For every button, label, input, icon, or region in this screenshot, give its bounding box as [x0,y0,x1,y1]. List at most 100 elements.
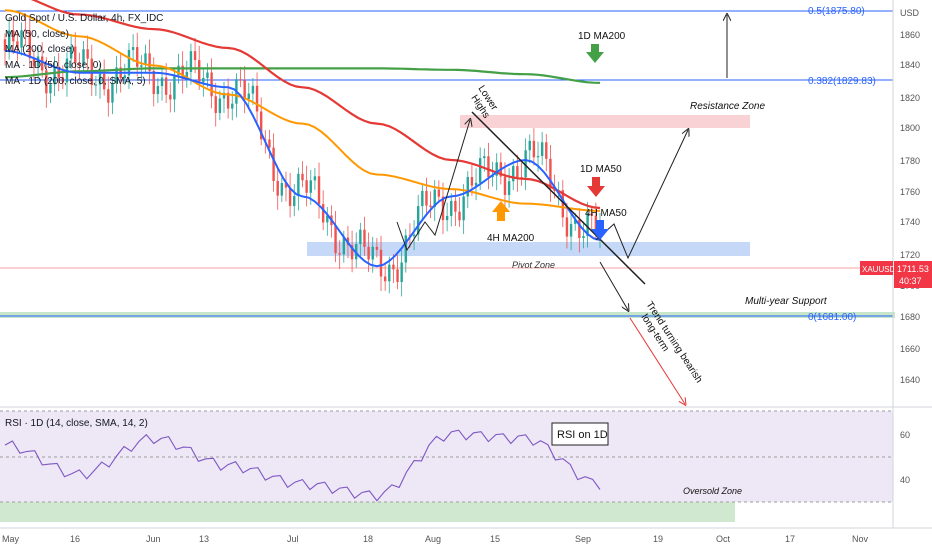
rsi-on-1d-box [551,422,609,446]
candle-body [115,67,118,84]
candle-body [131,47,135,50]
candle-body [586,213,589,237]
symbol-title: Gold Spot / U.S. Dollar, 4h, FX_IDC [5,13,163,24]
candle-body [78,63,81,66]
time-axis[interactable]: May 16 Jun 13 Jul 18 Aug 15 Sep 19 Oct 1… [0,527,932,544]
candle-body [16,41,19,48]
candle-body [495,162,498,176]
candle-body [206,72,209,78]
projection-down-path [599,261,628,310]
candle-body [94,84,98,86]
candle-body [309,180,312,193]
candle-body [189,51,193,72]
ma50-1d-line [30,0,601,210]
candle-body [350,245,354,260]
candle-body [421,190,424,207]
candle-body [218,98,222,113]
candle-body [32,58,36,67]
candle-body [512,166,515,182]
candle-body [540,142,544,157]
ma200-4h-arrow-icon [492,201,510,221]
time-label-19: 19 [653,534,663,544]
candle-body [231,103,234,109]
candle-body [226,92,230,109]
ma200-4h-label: 4H MA200 [487,233,535,244]
candle-body [272,147,275,181]
candle-body [86,49,89,59]
candle-body [305,180,308,193]
candle-body [483,156,486,159]
ma50-4h-line [4,49,601,268]
price-badge-tag [894,261,932,288]
candle-body [470,177,474,186]
candle-body [404,235,407,263]
candle-body [36,56,40,67]
candle-body [164,77,168,95]
price-tick-1800: 1800 [900,123,920,133]
symbol-badge[interactable]: XAUUSD 1711.53 40:37 [860,261,932,288]
rsi-on-1d-label: RSI on 1D [557,429,608,441]
candle-body [574,219,577,224]
candle-body [474,182,478,186]
drawings [396,15,727,404]
candle-body [111,83,114,103]
resistance-zone-label: Resistance Zone [690,101,765,112]
candle-body [123,75,127,79]
candle-body [169,94,172,100]
candle-body [297,173,300,197]
oversold-zone [0,502,735,522]
lower-highs-trendline [471,111,646,285]
candle-body [536,156,540,158]
pivot-zone [307,242,750,256]
candle-body [20,30,23,48]
candle-body [478,158,482,183]
price-tick-1760: 1760 [900,187,920,197]
candle-body [173,75,176,100]
candle-body [317,176,321,205]
candle-body [416,206,420,235]
candle-body [321,204,325,223]
candle-body [53,67,56,85]
candle-body [144,53,147,66]
candle-body [516,166,519,178]
price-tick-1860: 1860 [900,30,920,40]
candle-body [259,111,263,140]
pivot-zone-label: Pivot Zone [512,260,555,270]
candle-body [392,264,395,270]
candle-body [429,205,432,207]
fib-label-0: 0(1681.00) [808,312,856,323]
candle-body [160,77,164,87]
fib-levels: 0.5(1875.80) 0.382(1829.83) 0(1681.00) [0,6,893,323]
indicator-ma50-1d: MA · 1D (50, close, 0) [5,60,102,71]
candle-body [445,215,449,221]
candle-body [61,77,65,83]
candle-body [107,89,110,103]
oversold-zone-label: Oversold Zone [683,486,742,496]
candle-body [247,93,250,99]
currency-label: USD [900,8,920,18]
candle-body [433,189,436,207]
candle-body [338,253,341,255]
ma200-1d-label: 1D MA200 [578,31,626,42]
candle-body [148,53,151,71]
ma50-4h-arrow-icon [591,220,609,240]
chart-header: Gold Spot / U.S. Dollar, 4h, FX_IDC MA (… [5,13,163,429]
candle-body [549,158,552,189]
indicator-ma50: MA (50, close) [5,29,69,40]
time-label-jun: Jun [146,534,161,544]
rsi-tick-40: 40 [900,475,910,485]
time-label-oct: Oct [716,534,731,544]
candle-body [594,215,598,235]
rsi-header: RSI · 1D (14, close, SMA, 14, 2) [5,418,148,429]
candle-body [222,92,226,99]
indicator-ma200: MA (200, close) [5,44,74,55]
candle-body [367,246,370,260]
candle-body [24,30,27,32]
candle-body [3,39,7,51]
candle-body [40,56,44,71]
countdown-value: 40:37 [899,276,922,286]
candle-body [379,249,383,277]
candle-body [28,30,31,59]
candle-body [251,85,255,94]
